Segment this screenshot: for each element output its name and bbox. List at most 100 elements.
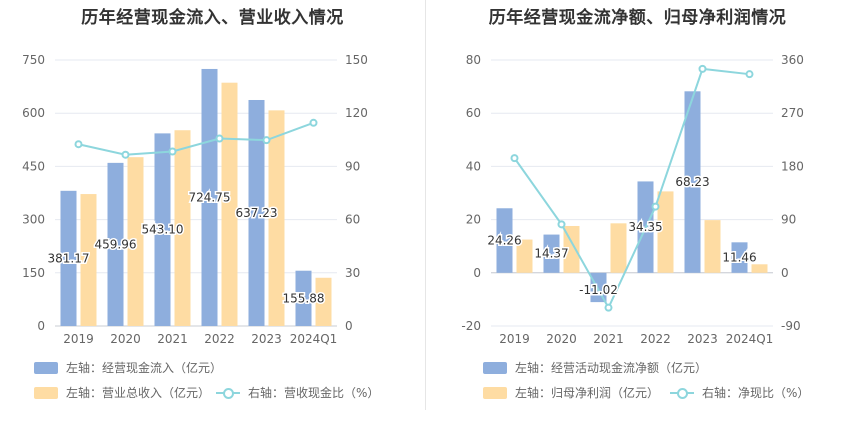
legend-label: 右轴：营收现金比（%）	[248, 386, 380, 400]
line-point-net-cash-ratio	[604, 303, 613, 312]
chart-title: 历年经营现金流净额、归母净利润情况	[488, 8, 787, 28]
bar-revenue-2019	[80, 194, 97, 326]
data-label: 34.35	[628, 220, 662, 234]
line-point-cash-ratio	[309, 118, 318, 127]
data-label: 543.10	[142, 223, 184, 237]
legend-swatch	[34, 386, 58, 399]
bar-net-cash-flow-2023	[684, 91, 701, 273]
y-left-tick-label: 150	[22, 266, 45, 280]
x-tick-label: 2019	[499, 332, 530, 345]
y-right-tick-label: 90	[781, 213, 796, 227]
bar-net-profit-2019	[516, 239, 533, 273]
data-label: 724.75	[189, 190, 231, 204]
y-left-tick-label: 300	[22, 213, 45, 227]
y-left-tick-label: 450	[22, 159, 45, 173]
bar-net-profit-2022	[657, 191, 674, 273]
chart-title: 历年经营现金流入、营业收入情况	[81, 8, 344, 28]
y-right-tick-label: 60	[345, 213, 360, 227]
chart-plot-area: -20 0 20 40 60 80 -90 0 90 180 270 360 2019 2020 2021 2…	[461, 53, 804, 345]
legend-label: 左轴：经营现金流入（亿元）	[66, 361, 223, 375]
y-right-tick-label: 180	[781, 159, 804, 173]
bar-net-profit-2021	[610, 223, 627, 273]
bar-revenue-2023	[268, 110, 285, 326]
y-left-tick-label: 600	[22, 106, 45, 120]
line-point-cash-ratio	[74, 140, 83, 149]
legend-item-net-cash-ratio[interactable]: 右轴：净现比（%）	[670, 384, 809, 401]
y-right-tick-label: 90	[345, 159, 360, 173]
line-point-cash-ratio	[168, 147, 177, 156]
legend-label: 左轴：营业总收入（亿元）	[66, 386, 211, 400]
line-point-net-cash-ratio	[557, 220, 566, 229]
legend-item-net-cash-flow[interactable]: 左轴：经营活动现金流净额（亿元）	[483, 359, 707, 376]
legend-label: 左轴：经营活动现金流净额（亿元）	[515, 361, 708, 375]
legend-line-marker	[216, 387, 240, 399]
legend-item-cash-inflow[interactable]: 左轴：经营现金流入（亿元）	[34, 359, 222, 376]
legend-swatch	[34, 361, 58, 374]
legend-item-ratio[interactable]: 右轴：营收现金比（%）	[216, 384, 379, 401]
bar-revenue-2024Q1	[315, 277, 332, 326]
legend-swatch	[483, 361, 507, 374]
y-right-tick-label: 150	[345, 53, 368, 67]
line-point-cash-ratio	[121, 150, 130, 159]
bar-revenue-2022	[221, 82, 238, 326]
y-left-tick-label: 20	[466, 213, 481, 227]
line-point-net-cash-ratio	[510, 154, 519, 163]
y-right-tick-label: 360	[781, 53, 804, 67]
bar-net-profit-2023	[704, 220, 721, 273]
chart-panel-right: 历年经营现金流净额、归母净利润情况 -20 0 20 40 60 80 -90 0 90 180 2…	[425, 0, 850, 437]
line-point-net-cash-ratio	[698, 64, 707, 73]
bar-cash-inflow-2024Q1	[295, 270, 312, 326]
x-tick-label: 2021	[157, 332, 188, 345]
y-left-tick-label: 750	[22, 53, 45, 67]
x-tick-label: 2024Q1	[290, 332, 338, 345]
bar-cash-inflow-2020	[107, 162, 124, 326]
bar-revenue-2021	[174, 130, 191, 326]
y-left-tick-label: 0	[37, 319, 45, 333]
y-left-tick-label: 40	[466, 159, 481, 173]
y-left-tick-label: -20	[461, 319, 481, 333]
x-tick-label: 2022	[204, 332, 235, 345]
y-right-tick-label: 120	[345, 106, 368, 120]
data-label: 381.17	[48, 251, 90, 265]
x-tick-label: 2020	[546, 332, 577, 345]
bar-cash-inflow-2023	[248, 99, 265, 326]
x-tick-label: 2024Q1	[726, 332, 774, 345]
data-label: 459.96	[95, 237, 137, 251]
y-right-tick-label: 0	[345, 319, 353, 333]
bar-net-profit-2024Q1	[751, 264, 768, 273]
legend-line-marker	[670, 387, 694, 399]
y-right-tick-label: 0	[781, 266, 789, 280]
x-tick-label: 2019	[63, 332, 94, 345]
legend-label: 右轴：净现比（%）	[702, 386, 810, 400]
x-tick-label: 2021	[593, 332, 624, 345]
line-point-net-cash-ratio	[745, 70, 754, 79]
legend-item-revenue[interactable]: 左轴：营业总收入（亿元）	[34, 384, 210, 401]
y-left-tick-label: 0	[473, 266, 481, 280]
panel-divider	[425, 0, 426, 410]
x-tick-label: 2022	[640, 332, 671, 345]
chart-panel-left: 历年经营现金流入、营业收入情况 0 150 300 450 600 750 0 30 60 90 1…	[22, 8, 379, 401]
data-label: 24.26	[487, 234, 521, 248]
data-label: 68.23	[675, 175, 709, 189]
x-tick-label: 2020	[110, 332, 141, 345]
legend-item-net-profit[interactable]: 左轴：归母净利润（亿元）	[483, 384, 659, 401]
bar-cash-inflow-2019	[60, 190, 77, 326]
chart-plot-area: 0 150 300 450 600 750 0 30 60 90 120 150 2019 2020 202…	[22, 53, 368, 345]
data-label: -11.02	[579, 283, 618, 297]
legend-label: 左轴：归母净利润（亿元）	[515, 386, 660, 400]
bar-net-cash-flow-2024Q1	[731, 242, 748, 273]
bar-cash-inflow-2022	[201, 68, 218, 327]
line-net-cash-ratio	[513, 67, 750, 310]
bar-net-profit-2020	[563, 225, 580, 273]
y-right-tick-label: -90	[781, 319, 801, 333]
y-left-tick-label: 60	[466, 106, 481, 120]
y-left-tick-label: 80	[466, 53, 481, 67]
data-label: 14.37	[534, 247, 568, 261]
bar-net-cash-flow-2020	[543, 234, 560, 273]
data-label: 637.23	[236, 206, 278, 220]
x-tick-label: 2023	[687, 332, 718, 345]
data-label: 155.88	[283, 291, 325, 305]
data-label: 11.46	[722, 251, 756, 265]
line-point-cash-ratio	[262, 136, 271, 145]
bar-net-cash-flow-2019	[496, 208, 513, 273]
